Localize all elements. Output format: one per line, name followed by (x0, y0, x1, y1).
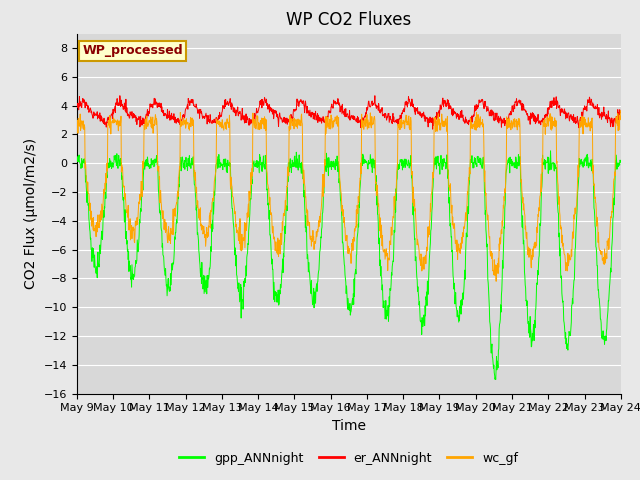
X-axis label: Time: Time (332, 419, 366, 433)
Legend: gpp_ANNnight, er_ANNnight, wc_gf: gpp_ANNnight, er_ANNnight, wc_gf (174, 447, 524, 469)
Title: WP CO2 Fluxes: WP CO2 Fluxes (286, 11, 412, 29)
Y-axis label: CO2 Flux (μmol/m2/s): CO2 Flux (μmol/m2/s) (24, 138, 38, 289)
Text: WP_processed: WP_processed (82, 44, 183, 58)
